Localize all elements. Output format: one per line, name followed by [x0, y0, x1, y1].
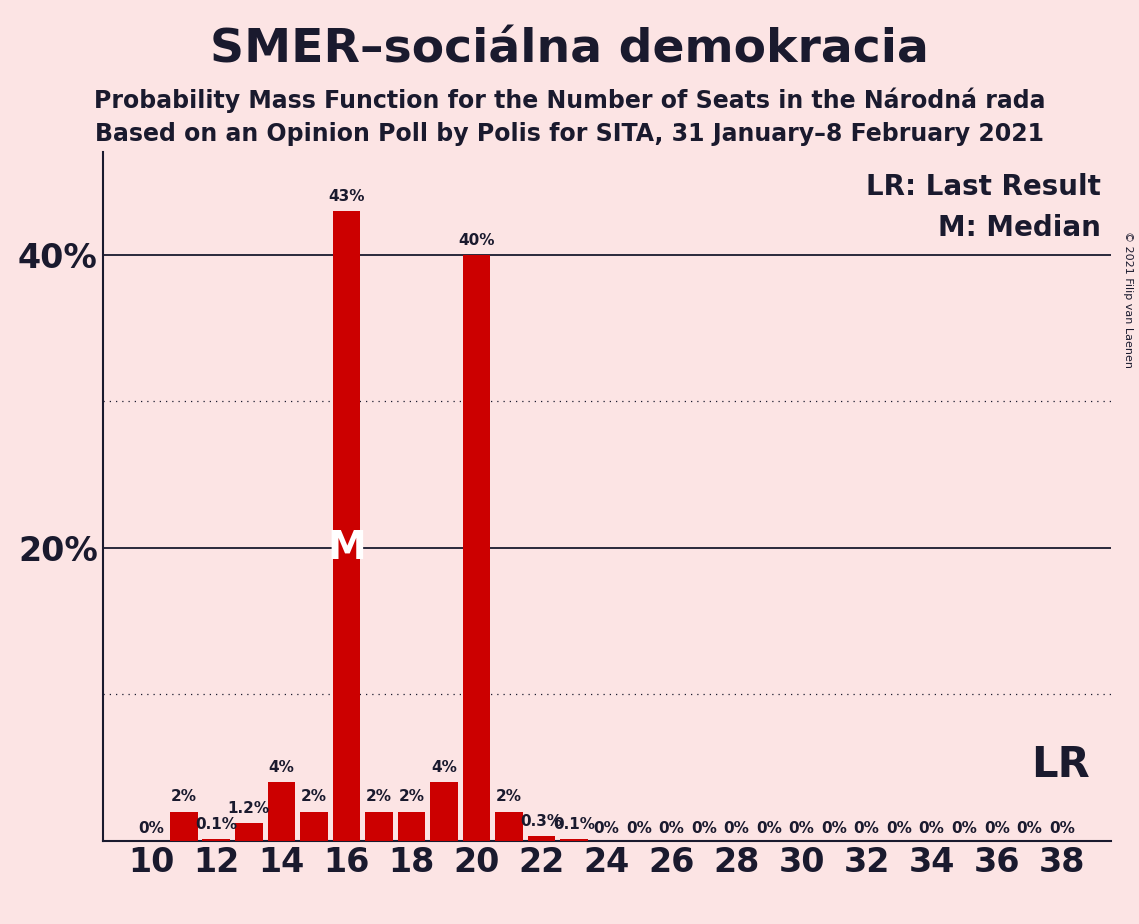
Bar: [462, 255, 490, 841]
Bar: [300, 811, 328, 841]
Text: 2%: 2%: [495, 789, 522, 804]
Bar: [527, 836, 556, 841]
Bar: [398, 811, 425, 841]
Text: 4%: 4%: [269, 760, 294, 775]
Text: 0%: 0%: [919, 821, 944, 836]
Text: 0%: 0%: [658, 821, 685, 836]
Text: M: Median: M: Median: [937, 214, 1100, 242]
Text: LR: Last Result: LR: Last Result: [866, 173, 1100, 201]
Text: 2%: 2%: [399, 789, 425, 804]
Text: 0%: 0%: [1049, 821, 1075, 836]
Text: 0%: 0%: [984, 821, 1009, 836]
Bar: [170, 811, 198, 841]
Text: © 2021 Filip van Laenen: © 2021 Filip van Laenen: [1123, 231, 1133, 368]
Bar: [235, 823, 263, 841]
Text: 0%: 0%: [691, 821, 718, 836]
Text: 0%: 0%: [854, 821, 879, 836]
Text: 0.3%: 0.3%: [521, 814, 563, 829]
Text: 0%: 0%: [821, 821, 847, 836]
Text: 0%: 0%: [788, 821, 814, 836]
Text: 0%: 0%: [951, 821, 977, 836]
Text: 4%: 4%: [431, 760, 457, 775]
Text: 40%: 40%: [458, 233, 494, 248]
Text: LR: LR: [1032, 744, 1090, 785]
Text: 0%: 0%: [756, 821, 782, 836]
Text: 0%: 0%: [1016, 821, 1042, 836]
Text: 2%: 2%: [366, 789, 392, 804]
Bar: [333, 211, 360, 841]
Bar: [268, 783, 295, 841]
Text: Probability Mass Function for the Number of Seats in the Národná rada: Probability Mass Function for the Number…: [93, 88, 1046, 114]
Text: 43%: 43%: [328, 188, 364, 203]
Text: 0%: 0%: [138, 821, 164, 836]
Text: 0.1%: 0.1%: [554, 817, 595, 832]
Text: 0.1%: 0.1%: [195, 817, 237, 832]
Text: SMER–sociálna demokracia: SMER–sociálna demokracia: [210, 28, 929, 73]
Text: 2%: 2%: [171, 789, 197, 804]
Text: 0%: 0%: [593, 821, 620, 836]
Text: M: M: [327, 529, 366, 567]
Bar: [495, 811, 523, 841]
Text: Based on an Opinion Poll by Polis for SITA, 31 January–8 February 2021: Based on an Opinion Poll by Polis for SI…: [95, 122, 1044, 146]
Bar: [431, 783, 458, 841]
Text: 2%: 2%: [301, 789, 327, 804]
Text: 0%: 0%: [626, 821, 652, 836]
Bar: [560, 839, 588, 841]
Text: 0%: 0%: [723, 821, 749, 836]
Bar: [203, 839, 230, 841]
Bar: [366, 811, 393, 841]
Text: 0%: 0%: [886, 821, 912, 836]
Text: 1.2%: 1.2%: [228, 801, 270, 816]
